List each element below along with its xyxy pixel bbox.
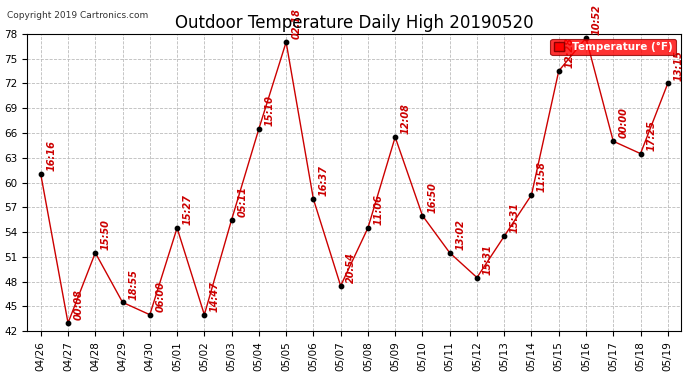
Text: 13:15: 13:15 <box>673 50 683 81</box>
Point <box>90 250 101 256</box>
Text: 00:08: 00:08 <box>74 290 83 320</box>
Point <box>662 80 673 86</box>
Point <box>335 283 346 289</box>
Point <box>580 35 591 41</box>
Point <box>308 196 319 202</box>
Text: 11:06: 11:06 <box>373 194 384 225</box>
Text: 00:00: 00:00 <box>619 108 629 138</box>
Point <box>526 192 537 198</box>
Point <box>471 274 482 280</box>
Point <box>199 312 210 318</box>
Point <box>553 68 564 74</box>
Text: 15:10: 15:10 <box>264 95 275 126</box>
Text: 20:54: 20:54 <box>346 252 356 283</box>
Text: 14:47: 14:47 <box>210 281 220 312</box>
Text: Copyright 2019 Cartronics.com: Copyright 2019 Cartronics.com <box>7 11 148 20</box>
Point <box>499 233 510 239</box>
Point <box>63 320 74 326</box>
Text: 16:50: 16:50 <box>428 182 438 213</box>
Text: 11:58: 11:58 <box>537 161 547 192</box>
Point <box>444 250 455 256</box>
Point <box>117 299 128 305</box>
Point <box>35 171 46 177</box>
Point <box>417 213 428 219</box>
Text: 16:16: 16:16 <box>46 141 57 171</box>
Text: 17:25: 17:25 <box>646 120 656 151</box>
Text: 06:00: 06:00 <box>155 281 166 312</box>
Text: 12:28: 12:28 <box>564 38 574 68</box>
Text: 18:55: 18:55 <box>128 268 138 300</box>
Title: Outdoor Temperature Daily High 20190520: Outdoor Temperature Daily High 20190520 <box>175 14 533 32</box>
Text: 16:37: 16:37 <box>319 165 329 196</box>
Point <box>253 126 264 132</box>
Text: 15:27: 15:27 <box>183 194 193 225</box>
Text: 15:50: 15:50 <box>101 219 111 250</box>
Text: 05:11: 05:11 <box>237 186 247 217</box>
Text: 10:52: 10:52 <box>591 4 602 35</box>
Point <box>635 151 646 157</box>
Text: 12:08: 12:08 <box>401 104 411 134</box>
Point <box>362 225 373 231</box>
Point <box>144 312 155 318</box>
Text: 02:18: 02:18 <box>292 8 302 39</box>
Point <box>172 225 183 231</box>
Legend: Temperature (°F): Temperature (°F) <box>551 39 676 56</box>
Point <box>226 217 237 223</box>
Point <box>608 138 619 144</box>
Point <box>390 134 401 140</box>
Text: 13:02: 13:02 <box>455 219 465 250</box>
Text: 15:31: 15:31 <box>482 244 493 275</box>
Point <box>281 39 292 45</box>
Text: 15:31: 15:31 <box>510 202 520 234</box>
